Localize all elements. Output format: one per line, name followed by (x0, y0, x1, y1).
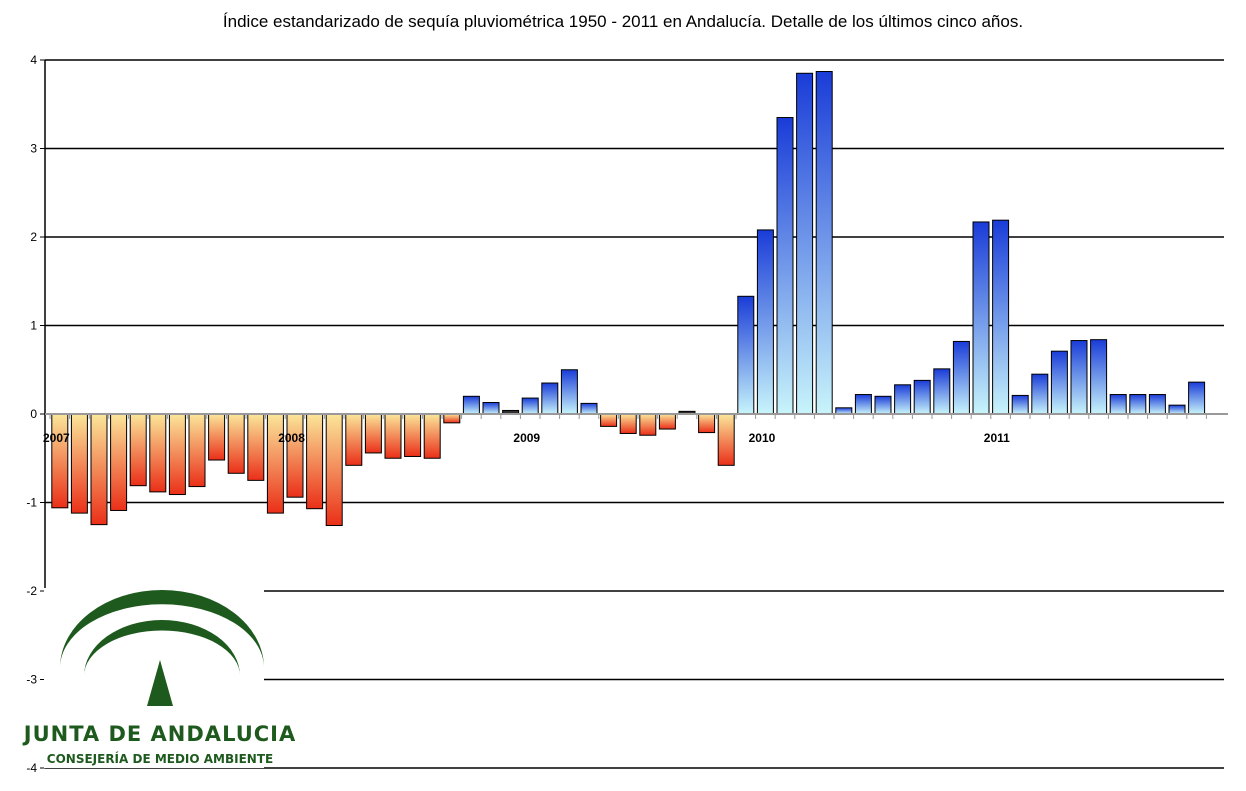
bar (1148, 394, 1166, 415)
bar (1031, 373, 1049, 415)
bar (933, 368, 951, 415)
bar (227, 413, 245, 474)
bar (384, 413, 402, 459)
logo-name: JUNTA DE ANDALUCIA (22, 722, 296, 746)
y-tick-label: 3 (30, 142, 37, 156)
bar (600, 413, 618, 427)
x-year-label: 2007 (43, 431, 70, 445)
logo-inner-arc (84, 620, 240, 676)
y-tick-label: 0 (30, 407, 37, 421)
x-year-label: 2009 (513, 431, 540, 445)
bar (325, 413, 343, 527)
bar (717, 413, 735, 466)
bar (756, 229, 774, 415)
bar (854, 394, 872, 415)
bar (1109, 394, 1127, 415)
bar (521, 397, 539, 415)
bar (364, 413, 382, 454)
bar (443, 413, 461, 424)
bar (737, 295, 755, 415)
bar (1050, 350, 1068, 415)
bar (404, 413, 422, 457)
bar (580, 402, 598, 415)
bar (462, 395, 480, 415)
bar (423, 413, 441, 459)
bar (306, 413, 324, 510)
y-tick-label: 2 (30, 230, 37, 244)
bar (874, 395, 892, 415)
bar (247, 413, 265, 481)
bar (168, 413, 186, 496)
bar (149, 413, 167, 493)
bar (894, 384, 912, 415)
bar (560, 369, 578, 415)
y-tick-label: 1 (30, 319, 37, 333)
bar (913, 379, 931, 415)
logo-outer-arc (60, 590, 264, 668)
y-tick-label: -3 (26, 673, 37, 687)
bar (70, 413, 88, 514)
bar (639, 413, 657, 436)
bar (345, 413, 363, 466)
bar (972, 221, 990, 415)
bar (698, 413, 716, 434)
chart-title: Índice estandarizado de sequía pluviomét… (222, 12, 1024, 31)
bar (1011, 394, 1029, 415)
bar (188, 413, 206, 488)
bar (541, 382, 559, 415)
y-tick-label: 4 (30, 53, 37, 67)
bar (266, 413, 284, 514)
bar (1129, 394, 1147, 415)
bar (482, 401, 500, 415)
logo-triangle (147, 660, 173, 706)
bar (90, 413, 108, 526)
bar (51, 413, 69, 509)
bar (815, 71, 833, 415)
bars (51, 71, 1206, 527)
y-tick-label: -4 (26, 761, 37, 775)
y-tick-label: -2 (26, 584, 37, 598)
bar (796, 72, 814, 415)
bar (619, 413, 637, 434)
bar (1188, 381, 1206, 415)
bar (992, 219, 1010, 415)
bar (208, 413, 226, 461)
bar (658, 413, 676, 430)
x-year-label: 2011 (984, 431, 1010, 445)
bar (110, 413, 128, 511)
axis-labels: 4 3 2 1 0 -1 -2 -3 -4 2007 2008 2009 2010 2011 (26, 53, 1010, 775)
junta-de-andalucia-logo: JUNTA DE ANDALUCIA CONSEJERÍA DE MEDIO A… (22, 588, 296, 768)
bar (1090, 339, 1108, 415)
bar (776, 117, 794, 415)
y-tick-label: -1 (26, 496, 37, 510)
bar (1070, 340, 1088, 415)
bar (1168, 404, 1186, 415)
x-year-label: 2010 (749, 431, 776, 445)
logo-subtitle: CONSEJERÍA DE MEDIO AMBIENTE (47, 751, 273, 766)
bar (129, 413, 147, 487)
x-year-label: 2008 (278, 431, 305, 445)
bar (952, 340, 970, 415)
bar (286, 413, 304, 498)
